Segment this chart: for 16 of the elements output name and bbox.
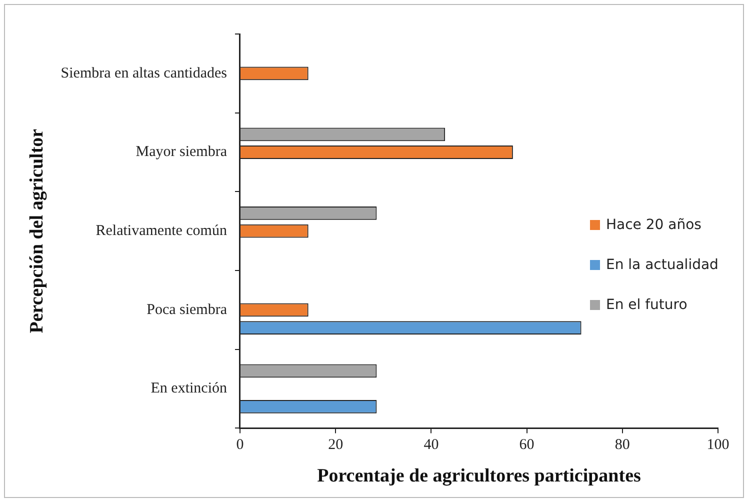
y-tick-label: Siembra en altas cantidades (60, 65, 228, 82)
y-axis-title: Percepción del agricultor (26, 128, 48, 334)
legend-label: Hace 20 años (606, 217, 702, 233)
x-tick-label: 60 (519, 437, 534, 454)
y-tick-label: Mayor siembra (136, 144, 228, 160)
x-tick-label: 80 (614, 437, 630, 454)
x-tick-label: 0 (236, 437, 244, 454)
legend-label: En la actualidad (606, 257, 718, 273)
y-tick-label: Poca siembra (146, 302, 228, 318)
y-tick-label: Relativamente común (96, 223, 228, 240)
x-tick-label: 100 (706, 437, 730, 454)
y-tick-label: En extinción (150, 380, 228, 397)
x-tick-label: 40 (424, 437, 439, 454)
legend-label: En el futuro (606, 297, 688, 313)
x-axis-title: Porcentaje de agricultores participantes (317, 466, 641, 487)
x-tick-label: 20 (328, 437, 344, 454)
